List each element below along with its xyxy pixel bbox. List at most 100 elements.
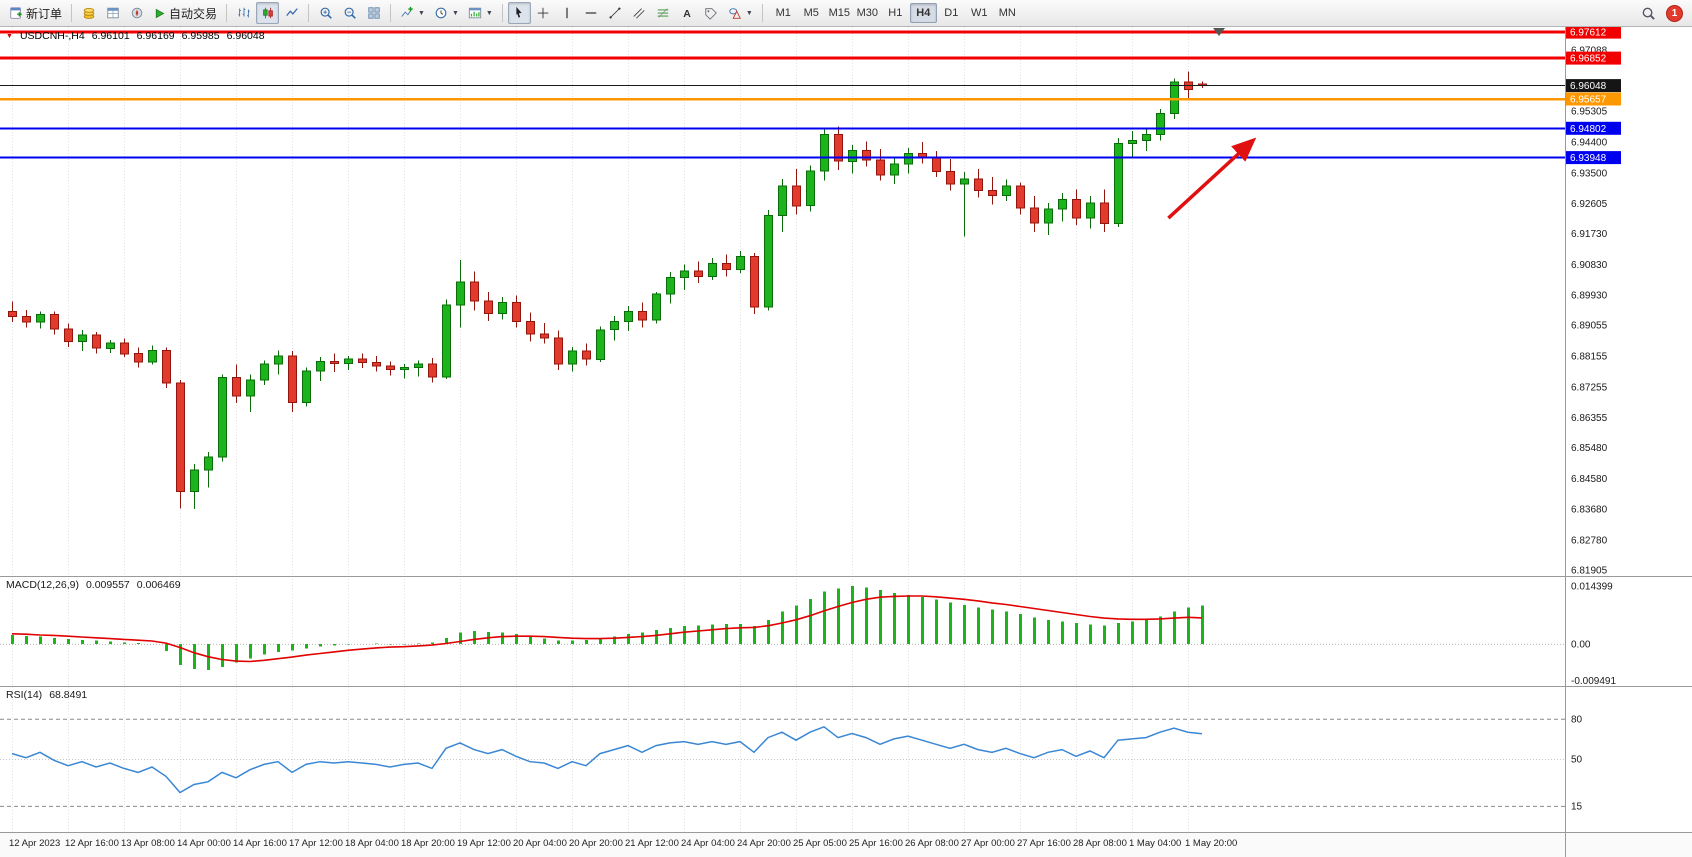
svg-text:27 Apr 16:00: 27 Apr 16:00 xyxy=(1017,838,1071,849)
horizontal-price-lines[interactable] xyxy=(0,30,1565,159)
svg-text:6.84580: 6.84580 xyxy=(1571,474,1608,485)
candlestick-chart-icon xyxy=(261,6,275,20)
toolbar-right-group: 1 xyxy=(1637,2,1687,24)
svg-text:14 Apr 16:00: 14 Apr 16:00 xyxy=(233,838,287,849)
svg-text:6.94802: 6.94802 xyxy=(1570,124,1607,135)
candlestick-series xyxy=(8,71,1207,510)
toolbar-separator xyxy=(308,4,310,22)
svg-text:28 Apr 08:00: 28 Apr 08:00 xyxy=(1073,838,1127,849)
svg-text:6.95657: 6.95657 xyxy=(1570,95,1607,106)
autotrading-label: 自动交易 xyxy=(169,6,218,21)
svg-text:6.85480: 6.85480 xyxy=(1571,443,1608,454)
timeframe-button-m5[interactable]: M5 xyxy=(798,3,825,23)
shapes-button[interactable]: ▼ xyxy=(724,2,757,24)
line-chart-icon xyxy=(285,6,299,20)
svg-text:17 Apr 12:00: 17 Apr 12:00 xyxy=(289,838,343,849)
timeframe-button-h1[interactable]: H1 xyxy=(882,3,909,23)
svg-text:6.96852: 6.96852 xyxy=(1570,54,1607,65)
svg-text:6.93948: 6.93948 xyxy=(1570,153,1607,164)
zoom-out-icon xyxy=(343,6,357,20)
new-order-button[interactable]: 新订单 xyxy=(5,2,66,24)
search-button[interactable] xyxy=(1637,2,1660,24)
svg-text:21 Apr 12:00: 21 Apr 12:00 xyxy=(625,838,679,849)
timeframe-button-mn[interactable]: MN xyxy=(994,3,1021,23)
time-axis[interactable]: 12 Apr 2023 12 Apr 16:00 13 Apr 08:00 14 Ap… xyxy=(9,838,1237,849)
label-tag-icon xyxy=(704,6,718,20)
svg-text:50: 50 xyxy=(1571,755,1583,766)
svg-text:12 Apr 16:00: 12 Apr 16:00 xyxy=(65,838,119,849)
shapes-icon xyxy=(728,6,742,20)
macd-signal-line xyxy=(11,595,1203,663)
svg-text:6.81905: 6.81905 xyxy=(1571,566,1608,577)
text-label-button[interactable] xyxy=(700,2,723,24)
notification-badge[interactable]: 1 xyxy=(1666,4,1683,22)
zoom-out-button[interactable] xyxy=(338,2,361,24)
indicators-button[interactable]: ▼ xyxy=(396,2,429,24)
svg-text:27 Apr 00:00: 27 Apr 00:00 xyxy=(961,838,1015,849)
svg-text:18 Apr 04:00: 18 Apr 04:00 xyxy=(345,838,399,849)
periods-clock-button[interactable]: ▼ xyxy=(430,2,463,24)
chevron-down-icon: ▼ xyxy=(485,9,493,17)
timeframe-button-m30[interactable]: M30 xyxy=(854,3,881,23)
autotrading-play-icon xyxy=(153,7,166,20)
price-badge xyxy=(1566,151,1621,165)
svg-text:6.96048: 6.96048 xyxy=(1570,81,1607,92)
fibonacci-button[interactable] xyxy=(652,2,675,24)
market-watch-icon xyxy=(82,6,96,20)
svg-text:6.83680: 6.83680 xyxy=(1571,505,1608,516)
horizontal-line-icon xyxy=(584,6,598,20)
tile-windows-button[interactable] xyxy=(362,2,385,24)
svg-text:26 Apr 08:00: 26 Apr 08:00 xyxy=(905,838,959,849)
market-watch-button[interactable] xyxy=(77,2,100,24)
time-axis-band xyxy=(0,832,1692,857)
svg-text:-0.009491: -0.009491 xyxy=(1571,676,1616,687)
timeframe-group: M1 M5 M15 M30 H1 H4 D1 W1 MN xyxy=(770,3,1021,23)
svg-text:25 Apr 16:00: 25 Apr 16:00 xyxy=(849,838,903,849)
crosshair-button[interactable] xyxy=(532,2,555,24)
timeframe-button-m15[interactable]: M15 xyxy=(826,3,853,23)
timeframe-button-d1[interactable]: D1 xyxy=(938,3,965,23)
candlestick-chart-button[interactable] xyxy=(256,2,280,24)
svg-text:6.97088: 6.97088 xyxy=(1571,46,1608,57)
trendline-button[interactable] xyxy=(604,2,627,24)
svg-text:6.82780: 6.82780 xyxy=(1571,536,1608,547)
chevron-down-icon: ▼ xyxy=(745,9,753,17)
zoom-in-button[interactable] xyxy=(314,2,337,24)
equidistant-channel-button[interactable] xyxy=(628,2,651,24)
svg-text:80: 80 xyxy=(1571,714,1583,725)
clock-icon xyxy=(434,6,448,20)
chart-window-icon xyxy=(468,6,482,20)
trend-arrow-annotation[interactable] xyxy=(1167,137,1257,220)
data-window-button[interactable] xyxy=(101,2,124,24)
chart-shift-marker[interactable] xyxy=(1213,28,1225,36)
line-chart-button[interactable] xyxy=(280,2,303,24)
chart-template-button[interactable]: ▼ xyxy=(464,2,497,24)
svg-text:18 Apr 20:00: 18 Apr 20:00 xyxy=(401,838,455,849)
toolbar: 新订单 自动交易 xyxy=(0,0,1692,27)
search-icon xyxy=(1641,6,1656,21)
timeframe-button-w1[interactable]: W1 xyxy=(966,3,993,23)
svg-text:6.89055: 6.89055 xyxy=(1571,321,1608,332)
toolbar-separator xyxy=(71,4,73,22)
price-badge xyxy=(1566,51,1621,65)
tile-windows-icon xyxy=(367,6,381,20)
horizontal-line-button[interactable] xyxy=(580,2,603,24)
navigator-button[interactable] xyxy=(125,2,148,24)
svg-text:0.014399: 0.014399 xyxy=(1571,582,1613,593)
vertical-line-icon xyxy=(560,6,574,20)
svg-text:6.93500: 6.93500 xyxy=(1571,168,1608,179)
vertical-line-button[interactable] xyxy=(556,2,579,24)
chevron-down-icon: ▼ xyxy=(418,9,425,17)
timeframe-button-h4[interactable]: H4 xyxy=(909,3,937,23)
svg-text:6.95305: 6.95305 xyxy=(1571,107,1608,118)
svg-text:1 May 20:00: 1 May 20:00 xyxy=(1185,838,1237,849)
svg-text:6.90830: 6.90830 xyxy=(1571,260,1608,271)
toolbar-separator xyxy=(761,4,763,22)
autotrading-button[interactable]: 自动交易 xyxy=(149,2,221,24)
bar-chart-button[interactable] xyxy=(232,2,255,24)
cursor-button[interactable] xyxy=(507,2,531,24)
timeframe-button-m1[interactable]: M1 xyxy=(770,3,797,23)
price-axis[interactable]: 6.97088 6.95305 6.94400 6.93500 6.92605 6.917… xyxy=(1566,25,1621,813)
text-button[interactable]: A xyxy=(676,2,699,24)
